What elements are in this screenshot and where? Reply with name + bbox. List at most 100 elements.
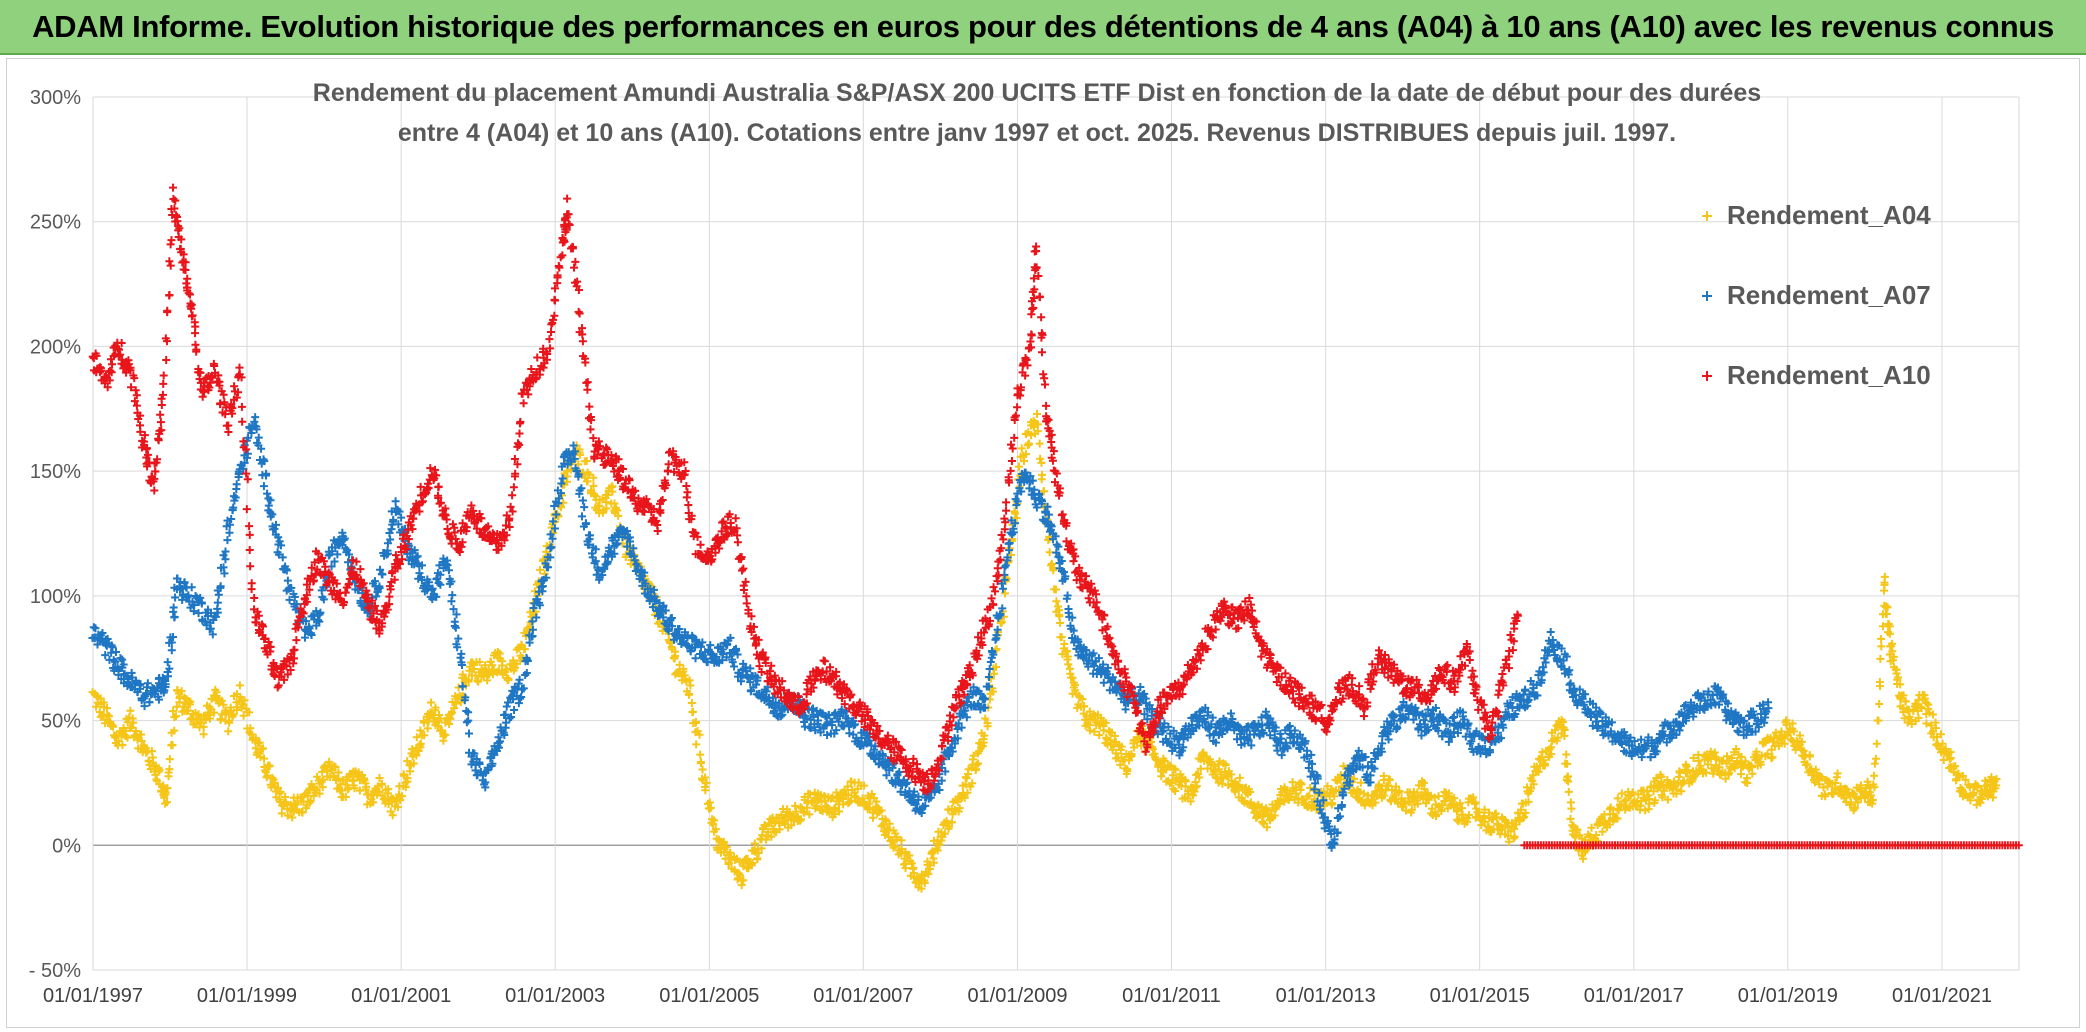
data-point: [251, 733, 260, 742]
data-point: [369, 798, 378, 807]
data-point: [341, 792, 350, 801]
data-point: [385, 592, 394, 601]
data-point: [448, 591, 457, 600]
data-point: [170, 612, 179, 621]
data-point: [1123, 766, 1132, 775]
data-point: [350, 784, 359, 793]
data-point: [1064, 605, 1073, 614]
y-tick-label: 250%: [30, 212, 81, 234]
data-point: [1037, 475, 1046, 484]
data-point: [835, 807, 844, 816]
data-point: [224, 727, 233, 736]
data-point: [1051, 585, 1060, 594]
data-point: [920, 878, 929, 887]
data-point: [426, 698, 435, 707]
data-point: [735, 871, 744, 880]
data-point: [1127, 752, 1136, 761]
data-point: [1870, 759, 1879, 768]
y-axis-ticks: - 50%0%50%100%150%200%250%300%: [29, 87, 81, 982]
data-point: [143, 679, 152, 688]
data-point: [388, 811, 397, 820]
data-point: [237, 402, 246, 411]
data-point: [575, 450, 584, 459]
data-point: [1011, 509, 1020, 518]
data-point: [186, 700, 195, 709]
data-point: [602, 504, 611, 513]
data-point: [165, 290, 174, 299]
data-point: [692, 718, 701, 727]
data-point: [942, 817, 951, 826]
data-point: [118, 655, 127, 664]
data-point: [1203, 764, 1212, 773]
data-point: [312, 785, 321, 794]
data-point: [292, 636, 301, 645]
data-point: [1065, 664, 1074, 673]
data-point: [156, 410, 165, 419]
data-point: [377, 569, 386, 578]
x-tick-label: 01/01/2015: [1430, 985, 1530, 1007]
data-point: [582, 456, 591, 465]
data-point: [1022, 450, 1031, 459]
data-point: [1102, 733, 1111, 742]
data-point: [229, 492, 238, 501]
y-tick-label: 50%: [41, 711, 81, 733]
data-point: [163, 784, 172, 793]
data-point: [481, 661, 490, 670]
data-point: [608, 487, 617, 496]
data-point: [165, 257, 174, 266]
data-point: [696, 750, 705, 759]
data-point: [212, 688, 221, 697]
data-point: [276, 787, 285, 796]
data-point: [582, 477, 591, 486]
data-point: [187, 583, 196, 592]
data-point: [917, 884, 926, 893]
data-point: [706, 803, 715, 812]
data-point: [767, 832, 776, 841]
data-point: [566, 465, 575, 474]
data-point: [334, 774, 343, 783]
data-point: [1617, 789, 1626, 798]
data-point: [1186, 797, 1195, 806]
data-point: [925, 864, 934, 873]
data-point: [361, 779, 370, 788]
data-point: [415, 569, 424, 578]
data-point: [375, 774, 384, 783]
data-point: [250, 593, 259, 602]
data-point: [1033, 420, 1042, 429]
data-point: [1090, 727, 1099, 736]
data-point: [154, 767, 163, 776]
data-point: [338, 786, 347, 795]
data-point: [391, 497, 400, 506]
data-point: [150, 486, 159, 495]
data-point: [1833, 769, 1842, 778]
data-point: [1060, 639, 1069, 648]
data-point: [865, 803, 874, 812]
data-point: [961, 780, 970, 789]
data-point: [1027, 431, 1036, 440]
data-point: [483, 676, 492, 685]
y-tick-label: 200%: [30, 336, 81, 358]
data-point: [225, 718, 234, 727]
x-tick-label: 01/01/2019: [1738, 985, 1838, 1007]
data-point: [475, 658, 484, 667]
data-point: [969, 751, 978, 760]
data-point: [457, 649, 466, 658]
data-point: [580, 503, 589, 512]
data-point: [1035, 439, 1044, 448]
data-point: [1296, 778, 1305, 787]
data-point: [114, 737, 123, 746]
data-point: [787, 821, 796, 830]
data-point: [897, 836, 906, 845]
data-point: [1116, 760, 1125, 769]
data-point: [229, 710, 238, 719]
data-point: [562, 477, 571, 486]
data-point: [1024, 439, 1033, 448]
data-point: [679, 664, 688, 673]
data-point: [992, 663, 1001, 672]
data-point: [412, 733, 421, 742]
data-point: [135, 421, 144, 430]
data-point: [247, 579, 256, 588]
data-point: [591, 492, 600, 501]
data-point: [981, 714, 990, 723]
data-point: [1057, 633, 1066, 642]
